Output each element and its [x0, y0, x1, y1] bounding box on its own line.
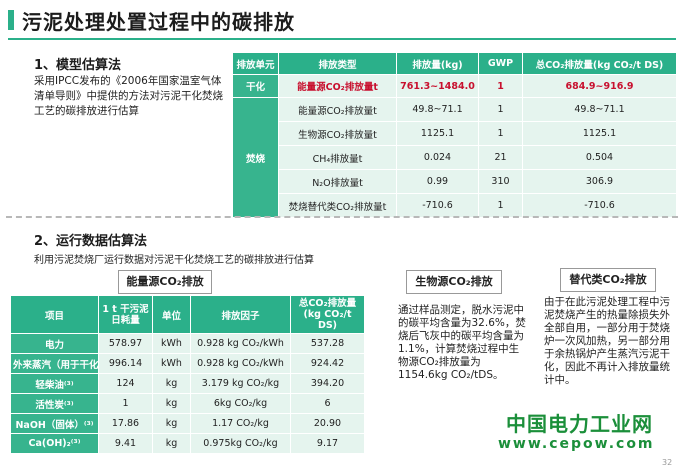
header-cell: 项目 — [10, 295, 99, 334]
page-number: 32 — [662, 458, 673, 467]
unit-cell: kWh — [152, 353, 191, 374]
gwp-cell: 1 — [478, 193, 523, 218]
biogenic-emission-text: 通过样品测定，脱水污泥中的碳平均含量为32.6%，焚烧后飞灰中的碳平均含量为1.… — [398, 304, 526, 381]
title-accent-bar — [8, 10, 14, 30]
energy-emission-caption: 能量源CO₂排放 — [118, 270, 212, 294]
item-cell: 电力 — [10, 333, 99, 354]
item-cell: 外来蒸汽（用于干化） — [10, 353, 99, 374]
amount-cell: 0.99 — [396, 169, 479, 194]
biogenic-emission-title: 生物源CO₂排放 — [406, 270, 502, 294]
section2-heading: 2、运行数据估算法 — [34, 234, 148, 249]
total-cell: 537.28 — [290, 333, 365, 354]
gwp-cell: 310 — [478, 169, 523, 194]
table-row: NaOH（固体）⁽³⁾ 17.86 kg 1.17 CO₂/kg 20.90 — [10, 413, 365, 434]
item-cell: 活性炭⁽³⁾ — [10, 393, 99, 414]
header-cell: 单位 — [152, 295, 191, 334]
factor-cell: 3.179 kg CO₂/kg — [190, 373, 291, 394]
table-row: N₂O排放量t 0.99 310 306.9 — [233, 169, 677, 194]
table-header-row: 项目 1 t 干污泥日耗量 单位 排放因子 总CO₂排放量(kg CO₂/t D… — [10, 295, 365, 334]
consumption-cell: 17.86 — [98, 413, 153, 434]
energy-emission-table: 项目 1 t 干污泥日耗量 单位 排放因子 总CO₂排放量(kg CO₂/t D… — [10, 295, 365, 454]
watermark-url: www.cepow.com — [498, 436, 655, 452]
total-cell: 0.504 — [522, 145, 677, 170]
total-cell: 684.9~916.9 — [522, 74, 677, 98]
section-divider — [6, 216, 678, 218]
amount-cell: 0.024 — [396, 145, 479, 170]
title-underline — [8, 38, 676, 40]
header-cell: 排放因子 — [190, 295, 291, 334]
watermark-site-name: 中国电力工业网 — [506, 412, 653, 436]
header-cell: 排放单元 — [232, 52, 279, 75]
table-row: 焚烧 能量源CO₂排放量t 49.8~71.1 1 49.8~71.1 — [232, 97, 677, 218]
header-cell: 总CO₂排放量(kg CO₂/t DS) — [290, 295, 365, 334]
table-row: 电力 578.97 kWh 0.928 kg CO₂/kWh 537.28 — [10, 333, 365, 354]
table-header-row: 排放单元 排放类型 排放量(kg) GWP 总CO₂排放量(kg CO₂/t D… — [232, 52, 677, 75]
consumption-cell: 1 — [98, 393, 153, 414]
unit-cell-drying: 干化 — [232, 74, 279, 98]
type-cell: 生物源CO₂排放量t — [278, 121, 397, 146]
table-row: 轻柴油⁽³⁾ 124 kg 3.179 kg CO₂/kg 394.20 — [10, 373, 365, 394]
total-cell: 20.90 — [290, 413, 365, 434]
table-row: CH₄排放量t 0.024 21 0.504 — [233, 145, 677, 170]
type-cell: 能量源CO₂排放量t — [278, 97, 397, 122]
consumption-cell: 996.14 — [98, 353, 153, 374]
section1-heading: 1、模型估算法 — [34, 58, 122, 73]
table-row: 活性炭⁽³⁾ 1 kg 6kg CO₂/kg 6 — [10, 393, 365, 414]
item-cell: 轻柴油⁽³⁾ — [10, 373, 99, 394]
page-title: 污泥处理处置过程中的碳排放 — [22, 10, 295, 34]
consumption-cell: 9.41 — [98, 433, 153, 454]
type-cell: N₂O排放量t — [278, 169, 397, 194]
title-bar: 污泥处理处置过程中的碳排放 — [0, 0, 684, 38]
total-cell: 6 — [290, 393, 365, 414]
substitution-emission-text: 由于在此污泥处理工程中污泥焚烧产生的热量除损失外全部自用，一部分用于焚烧炉一次风… — [544, 296, 670, 386]
item-cell: Ca(OH)₂⁽³⁾ — [10, 433, 99, 454]
section2-description: 利用污泥焚烧厂运行数据对污泥干化焚烧工艺的碳排放进行估算 — [34, 255, 314, 266]
total-cell: -710.6 — [522, 193, 677, 218]
type-cell: 能量源CO₂排放量t — [278, 74, 397, 98]
total-cell: 924.42 — [290, 353, 365, 374]
total-cell: 49.8~71.1 — [522, 97, 677, 122]
factor-cell: 1.17 CO₂/kg — [190, 413, 291, 434]
total-cell: 306.9 — [522, 169, 677, 194]
amount-cell: -710.6 — [396, 193, 479, 218]
table-row: Ca(OH)₂⁽³⁾ 9.41 kg 0.975kg CO₂/kg 9.17 — [10, 433, 365, 454]
item-cell: NaOH（固体）⁽³⁾ — [10, 413, 99, 434]
gwp-cell: 1 — [478, 74, 523, 98]
table-row: 外来蒸汽（用于干化） 996.14 kWh 0.928 kg CO₂/kWh 9… — [10, 353, 365, 374]
unit-cell: kg — [152, 393, 191, 414]
table-row: 干化 能量源CO₂排放量t 761.3~1484.0 1 684.9~916.9 — [232, 74, 677, 98]
unit-cell: kg — [152, 413, 191, 434]
unit-cell: kg — [152, 433, 191, 454]
table-row: 焚烧替代类CO₂排放量t -710.6 1 -710.6 — [233, 193, 677, 218]
header-cell: 排放类型 — [278, 52, 397, 75]
section1-description: 采用IPCC发布的《2006年国家温室气体清单导则》中提供的方法对污泥干化焚烧工… — [34, 75, 223, 117]
emission-model-table: 排放单元 排放类型 排放量(kg) GWP 总CO₂排放量(kg CO₂/t D… — [232, 52, 677, 218]
total-cell: 9.17 — [290, 433, 365, 454]
factor-cell: 0.975kg CO₂/kg — [190, 433, 291, 454]
gwp-cell: 21 — [478, 145, 523, 170]
factor-cell: 0.928 kg CO₂/kWh — [190, 353, 291, 374]
total-cell: 1125.1 — [522, 121, 677, 146]
consumption-cell: 124 — [98, 373, 153, 394]
consumption-cell: 578.97 — [98, 333, 153, 354]
header-cell: GWP — [478, 52, 523, 75]
amount-cell: 1125.1 — [396, 121, 479, 146]
gwp-cell: 1 — [478, 121, 523, 146]
substitution-emission-title: 替代类CO₂排放 — [560, 268, 656, 292]
gwp-cell: 1 — [478, 97, 523, 122]
table-row: 生物源CO₂排放量t 1125.1 1 1125.1 — [233, 121, 677, 146]
unit-cell: kWh — [152, 333, 191, 354]
unit-cell: kg — [152, 373, 191, 394]
factor-cell: 6kg CO₂/kg — [190, 393, 291, 414]
factor-cell: 0.928 kg CO₂/kWh — [190, 333, 291, 354]
unit-cell-incineration: 焚烧 — [232, 97, 279, 218]
amount-cell: 761.3~1484.0 — [396, 74, 479, 98]
header-cell: 总CO₂排放量(kg CO₂/t DS) — [522, 52, 677, 75]
header-cell: 1 t 干污泥日耗量 — [98, 295, 153, 334]
type-cell: 焚烧替代类CO₂排放量t — [278, 193, 397, 218]
total-cell: 394.20 — [290, 373, 365, 394]
header-cell: 排放量(kg) — [396, 52, 479, 75]
type-cell: CH₄排放量t — [278, 145, 397, 170]
amount-cell: 49.8~71.1 — [396, 97, 479, 122]
